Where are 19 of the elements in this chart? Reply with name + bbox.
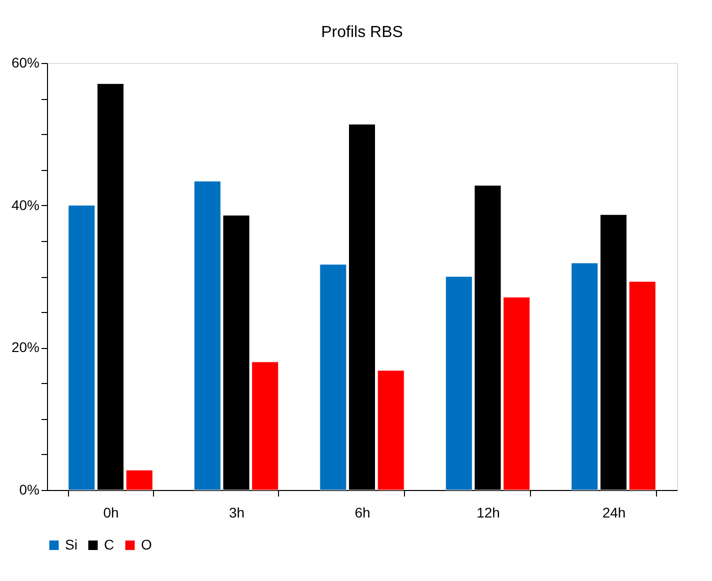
chart-title: Profils RBS [321,24,403,41]
legend-label: O [141,536,152,552]
x-tick-label: 3h [228,504,245,520]
bar [628,281,656,490]
bar [377,370,404,490]
bar [320,264,347,490]
bar [571,262,598,490]
x-tick-label: 12h [476,504,500,520]
y-tick-label: 60% [11,54,40,70]
y-tick-label: 20% [11,339,40,356]
x-tick-label: 6h [354,504,370,520]
x-tick-label: 0h [103,504,119,520]
y-tick-label: 40% [11,196,40,213]
bar [126,470,153,490]
legend-label: Si [65,536,78,552]
y-tick-label: 0% [19,482,40,498]
bar [68,205,96,490]
x-tick-label: 24h [602,504,626,520]
legend-label: C [104,536,114,552]
